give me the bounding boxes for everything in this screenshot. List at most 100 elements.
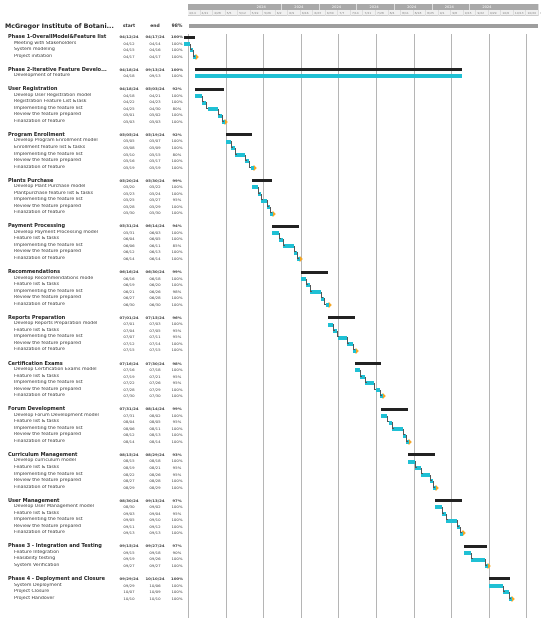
task-pct-cell[interactable]: 92% — [164, 132, 190, 137]
task-name[interactable]: Feature list & tasks — [14, 282, 116, 287]
task-name[interactable]: Implementing the feature list — [14, 334, 116, 339]
task-pct-cell[interactable]: 100% — [164, 54, 190, 59]
task-row[interactable]: Plantpurchase feature list & tasks 05/23 0… — [0, 191, 541, 198]
task-pct-cell[interactable]: 94% — [164, 223, 190, 228]
task-name[interactable]: Enrollment feature list & tasks — [14, 145, 116, 150]
task-name[interactable]: Project Closure — [14, 589, 116, 594]
task-start-cell[interactable]: 05/25 — [116, 197, 142, 202]
task-start-cell[interactable]: 07/16 — [116, 367, 142, 372]
task-row[interactable]: Develop curriculum model 08/15 08/18 100% — [0, 458, 541, 465]
task-pct-cell[interactable]: 80% — [164, 106, 190, 111]
task-name[interactable]: Develop Plant Purchase model — [14, 184, 116, 189]
task-pct-cell[interactable]: 100% — [164, 583, 190, 588]
task-start-cell[interactable]: 09/15 — [116, 550, 142, 555]
task-row[interactable]: Develop Payment Processing model 05/31 06/… — [0, 230, 541, 237]
column-header-start[interactable]: start — [116, 20, 142, 34]
task-start-cell[interactable]: 05/08 — [116, 145, 142, 150]
group-name[interactable]: Phase 4 - Deployment and Closure — [8, 576, 110, 582]
task-row[interactable]: Implementing the feature list 08/06 08/11 1… — [0, 426, 541, 433]
task-pct-cell[interactable]: 98% — [164, 361, 190, 366]
task-start-cell[interactable]: 06/27 — [116, 295, 142, 300]
task-name[interactable]: Meeting with Stakeholders — [14, 41, 116, 46]
task-start-cell[interactable]: 08/30/24 — [116, 498, 142, 503]
task-start-cell[interactable]: 08/30 — [116, 504, 142, 509]
task-pct-cell[interactable]: 96% — [164, 315, 190, 320]
task-name[interactable]: Develop Forum Development model — [14, 413, 116, 418]
task-start-cell[interactable]: 06/06 — [116, 243, 142, 248]
task-start-cell[interactable]: 05/28 — [116, 204, 142, 209]
group-summary-bar[interactable] — [381, 408, 408, 411]
task-pct-cell[interactable]: 99% — [164, 178, 190, 183]
group-summary-bar[interactable] — [184, 36, 195, 39]
task-pct-cell[interactable]: 97% — [164, 498, 190, 503]
task-pct-cell[interactable]: 100% — [164, 413, 190, 418]
task-pct-cell[interactable]: 100% — [164, 93, 190, 98]
group-row[interactable]: Forum Development 07/31/24 08/14/24 99% — [0, 406, 541, 413]
task-pct-cell[interactable]: 95% — [164, 472, 190, 477]
group-name[interactable]: Phase 2-Iterative Feature Develo... — [8, 67, 110, 73]
task-row[interactable]: Feature list & tasks 07/04 07/05 95% — [0, 328, 541, 335]
task-name[interactable]: Develop User Management model — [14, 504, 116, 509]
task-row[interactable]: Implementing the feature list 06/06 06/11 8… — [0, 243, 541, 250]
task-start-cell[interactable]: 04/25 — [116, 106, 142, 111]
task-name[interactable]: Feature list & tasks — [14, 328, 116, 333]
task-pct-cell[interactable]: 100% — [164, 556, 190, 561]
task-pct-cell[interactable]: 90% — [164, 550, 190, 555]
task-start-cell[interactable]: 04/18 — [116, 73, 142, 78]
task-name[interactable]: Feasibility testing — [14, 556, 116, 561]
task-pct-cell[interactable]: 100% — [164, 393, 190, 398]
task-pct-cell[interactable]: 100% — [164, 119, 190, 124]
task-name[interactable]: Finalization of feature — [14, 347, 116, 352]
group-row[interactable]: Recommendations 06/16/24 06/30/24 99% — [0, 269, 541, 276]
task-start-cell[interactable]: 08/22 — [116, 472, 142, 477]
task-pct-cell[interactable]: 100% — [164, 256, 190, 261]
task-start-cell[interactable]: 05/20 — [116, 184, 142, 189]
task-start-cell[interactable]: 05/05 — [116, 138, 142, 143]
task-start-cell[interactable]: 05/01 — [116, 112, 142, 117]
task-name[interactable]: Feature list & tasks — [14, 419, 116, 424]
group-name[interactable]: User Registration — [8, 86, 110, 92]
task-pct-cell[interactable]: 100% — [164, 210, 190, 215]
task-row[interactable]: Feature list & tasks 06/19 06/20 100% — [0, 282, 541, 289]
task-row[interactable]: Develop Reports Preparation model 07/01 07… — [0, 321, 541, 328]
task-pct-cell[interactable]: 95% — [164, 197, 190, 202]
project-summary-bar[interactable] — [189, 24, 538, 28]
task-pct-cell[interactable]: 93% — [164, 452, 190, 457]
task-start-cell[interactable]: 06/21 — [116, 289, 142, 294]
group-name[interactable]: Recommendations — [8, 269, 110, 275]
task-start-cell[interactable]: 07/07 — [116, 334, 142, 339]
task-start-cell[interactable]: 04/18/24 — [116, 67, 142, 72]
task-pct-cell[interactable]: 100% — [164, 576, 190, 581]
task-name[interactable]: Implementing the feature list — [14, 472, 116, 477]
task-bar[interactable] — [272, 231, 279, 235]
task-start-cell[interactable]: 07/12 — [116, 341, 142, 346]
task-bar[interactable] — [338, 336, 347, 340]
task-pct-cell[interactable]: 100% — [164, 347, 190, 352]
task-name[interactable]: System Deployment — [14, 583, 116, 588]
task-name[interactable]: Develop User Registration model — [14, 93, 116, 98]
task-start-cell[interactable]: 06/16/24 — [116, 269, 142, 274]
task-pct-cell[interactable]: 100% — [164, 112, 190, 117]
task-row[interactable]: Feature list & tasks 09/03 09/04 95% — [0, 511, 541, 518]
task-pct-cell[interactable]: 99% — [164, 269, 190, 274]
task-row[interactable]: Review the feature prepared 05/16 05/17 100… — [0, 158, 541, 165]
task-start-cell[interactable]: 09/05 — [116, 517, 142, 522]
task-pct-cell[interactable]: 100% — [164, 282, 190, 287]
task-row[interactable]: Finalization of feature 07/30 07/30 100% — [0, 393, 541, 400]
task-name[interactable]: Finalization of feature — [14, 485, 116, 490]
task-start-cell[interactable]: 06/16 — [116, 276, 142, 281]
task-row[interactable]: Implementing the feature list 06/21 06/26 9… — [0, 289, 541, 296]
task-start-cell[interactable]: 06/04 — [116, 236, 142, 241]
task-pct-cell[interactable]: 100% — [164, 530, 190, 535]
task-row[interactable]: Finalization of feature 05/19 05/19 100% — [0, 165, 541, 172]
task-bar[interactable] — [251, 166, 254, 170]
task-start-cell[interactable]: 08/15 — [116, 458, 142, 463]
task-name[interactable]: Review the feature prepared — [14, 249, 116, 254]
task-pct-cell[interactable]: 100% — [164, 145, 190, 150]
group-row[interactable]: Reports Preparation 07/01/24 07/15/24 96% — [0, 315, 541, 322]
task-start-cell[interactable]: 05/05/24 — [116, 132, 142, 137]
task-pct-cell[interactable]: 100% — [164, 478, 190, 483]
group-name[interactable]: Phase 1-OverallModel&Feature list — [8, 34, 110, 40]
task-pct-cell[interactable]: 80% — [164, 152, 190, 157]
task-pct-cell[interactable]: 100% — [164, 387, 190, 392]
